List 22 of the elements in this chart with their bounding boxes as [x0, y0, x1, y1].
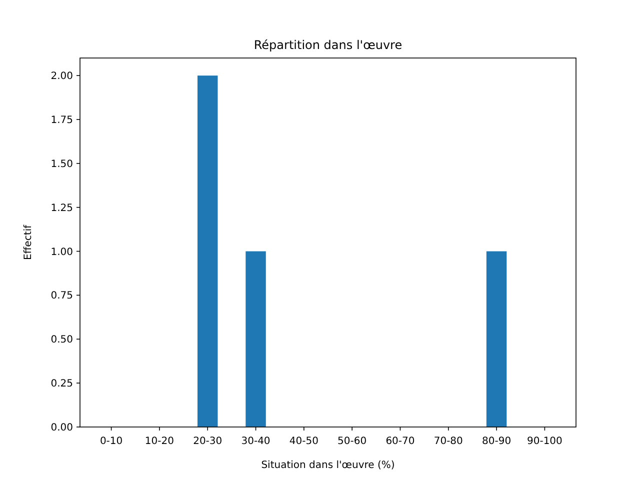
- y-tick-label: 1.50: [50, 158, 73, 170]
- y-tick-label: 1.75: [50, 115, 73, 126]
- y-tick-label: 2.00: [50, 71, 73, 82]
- x-tick-label: 70-80: [434, 436, 463, 447]
- y-tick-label: 1.00: [50, 246, 73, 258]
- y-tick-label: 0.75: [50, 290, 73, 302]
- y-tick-label: 0.25: [50, 378, 73, 390]
- x-tick-label: 0-10: [100, 436, 123, 447]
- y-tick-label: 1.25: [50, 202, 73, 214]
- x-tick-label: 50-60: [338, 436, 367, 447]
- y-axis-title: Effectif: [23, 224, 34, 260]
- chart-title: Répartition dans l'œuvre: [254, 38, 402, 52]
- x-tick-label: 40-50: [289, 436, 318, 447]
- y-tick-label: 0.00: [50, 422, 73, 434]
- x-axis-title: Situation dans l'œuvre (%): [261, 460, 395, 471]
- x-tick-label: 80-90: [482, 436, 512, 447]
- x-tick-label: 60-70: [386, 436, 415, 447]
- x-tick-label: 20-30: [193, 436, 222, 447]
- x-tick-label: 10-20: [144, 436, 174, 447]
- y-tick-label: 0.50: [50, 334, 73, 346]
- x-tick-label: 90-100: [526, 436, 562, 447]
- x-tick-label: 30-40: [241, 436, 270, 447]
